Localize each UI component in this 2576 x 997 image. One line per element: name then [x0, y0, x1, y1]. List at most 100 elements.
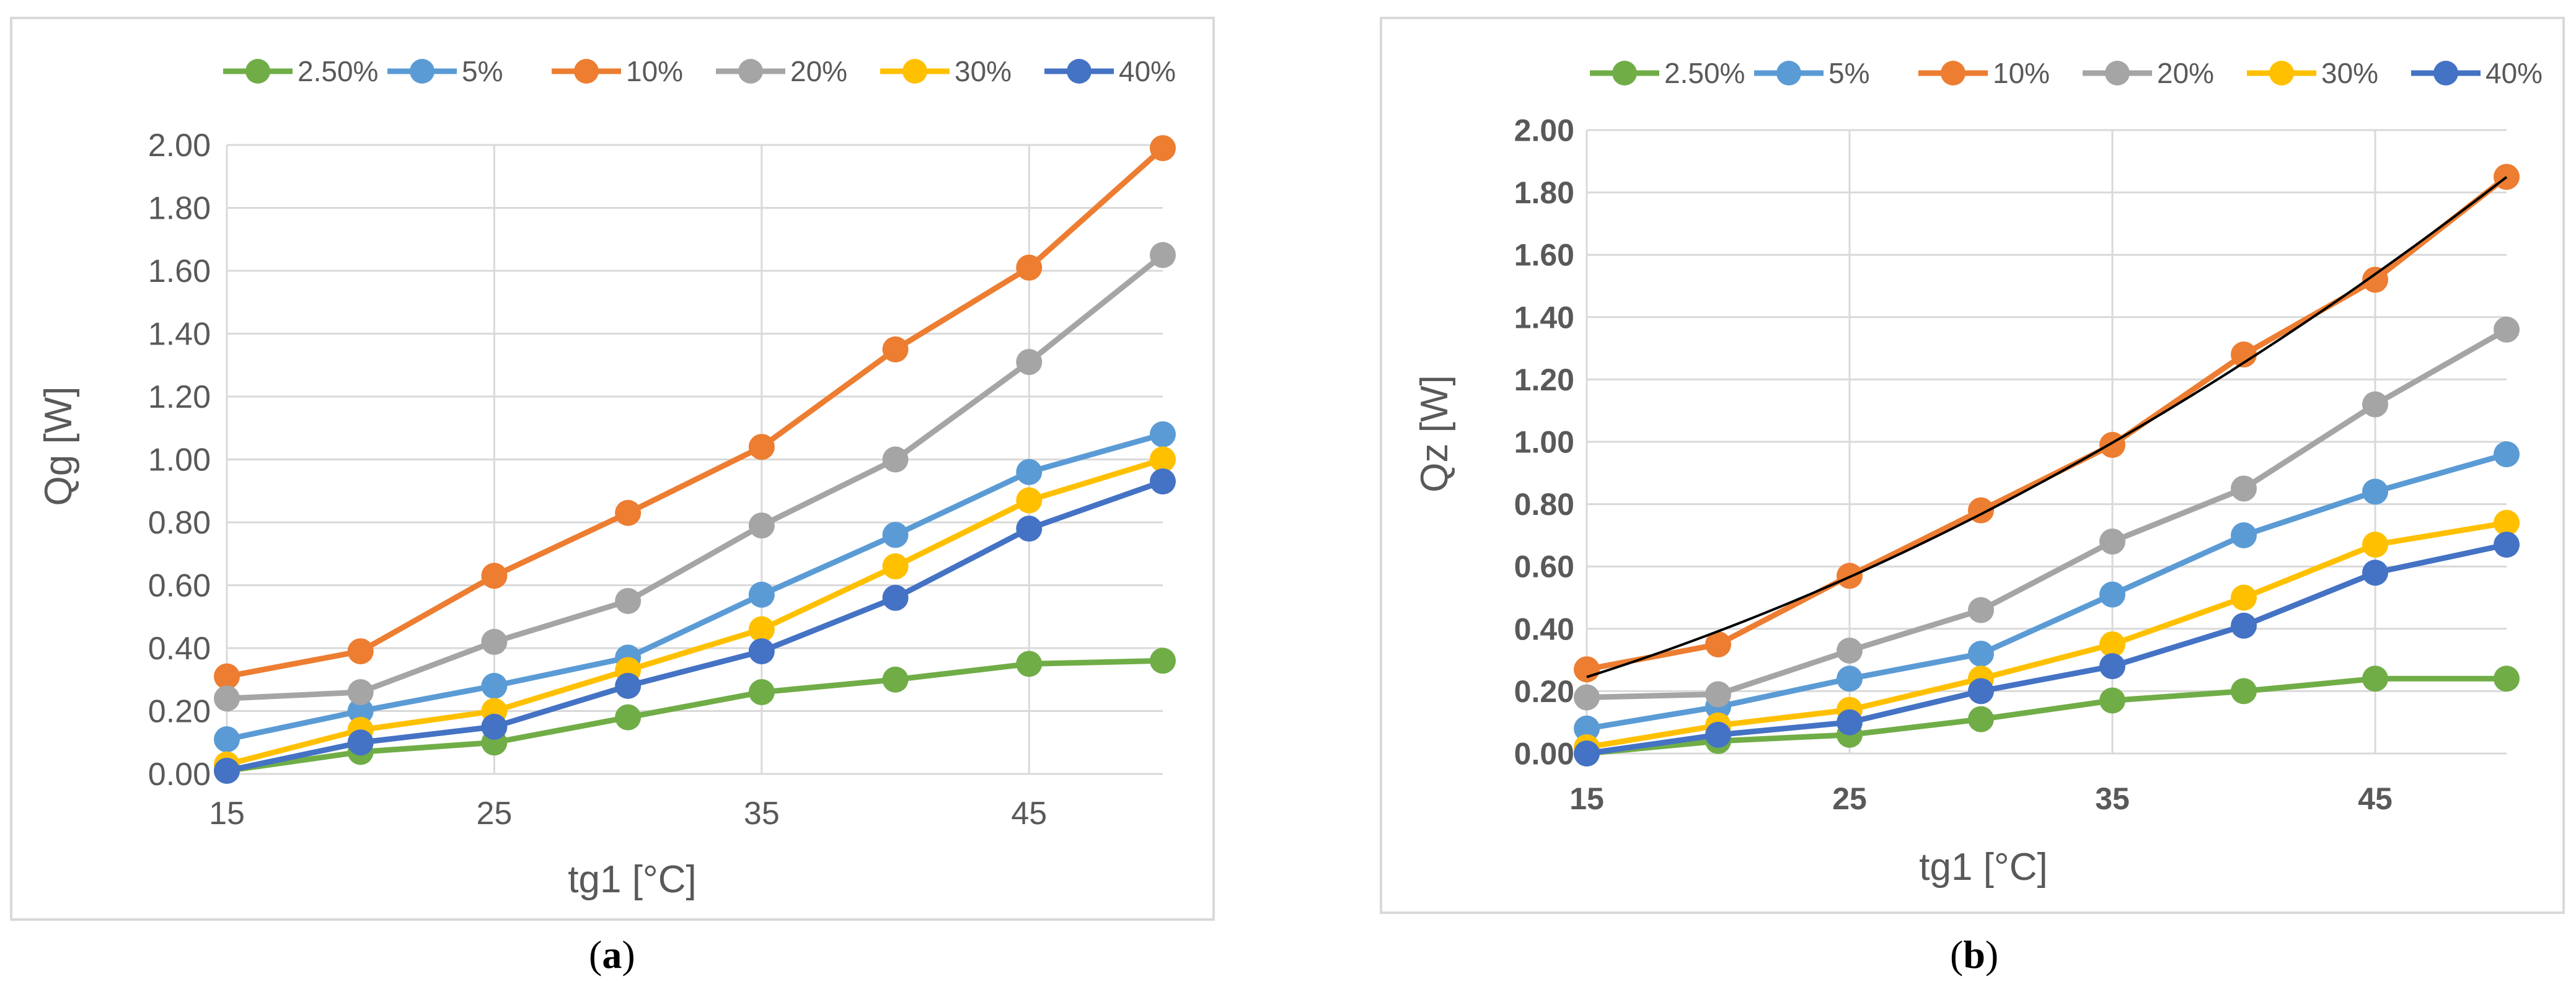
caption-b: (b) — [1950, 933, 1999, 977]
legend-swatch-marker — [245, 59, 270, 84]
data-point-10% — [481, 563, 508, 589]
data-point-2.50% — [748, 679, 775, 706]
data-point-20% — [748, 512, 775, 539]
y-tick-label: 0.20 — [148, 694, 211, 730]
data-point-40% — [1968, 678, 1994, 705]
series-line-5% — [1586, 451, 2508, 732]
data-point-5% — [481, 672, 508, 699]
data-point-2.50% — [882, 666, 909, 693]
data-point-30% — [2231, 584, 2257, 611]
data-point-5% — [1016, 459, 1043, 485]
data-point-40% — [882, 584, 909, 611]
data-point-2.50% — [1150, 648, 1176, 674]
legend-label: 30% — [2321, 57, 2378, 89]
data-point-30% — [2099, 631, 2125, 657]
chart-panel-b — [1380, 17, 2565, 914]
data-point-10% — [2494, 164, 2520, 190]
data-point-40% — [214, 757, 240, 784]
y-tick-label: 1.20 — [1514, 362, 1574, 397]
x-tick-label: 15 — [209, 796, 245, 832]
series-line-2.50% — [1586, 675, 2507, 757]
legend-label: 10% — [1993, 57, 2050, 89]
data-point-10% — [1016, 254, 1043, 281]
data-point-20% — [615, 587, 642, 614]
data-point-5% — [1150, 421, 1176, 447]
y-tick-label: 1.80 — [1514, 175, 1574, 210]
data-point-10% — [1150, 135, 1176, 162]
data-point-10% — [2362, 266, 2388, 293]
legend-label: 40% — [2486, 57, 2543, 89]
data-point-30% — [1150, 446, 1176, 473]
data-point-40% — [347, 729, 374, 756]
data-point-40% — [2231, 612, 2257, 639]
data-point-20% — [1705, 681, 1731, 708]
legend-label: 40% — [1119, 55, 1176, 87]
data-point-10% — [882, 336, 909, 362]
data-point-2.50% — [2231, 678, 2257, 705]
series-line-30% — [1586, 520, 2507, 750]
data-point-40% — [1016, 516, 1043, 542]
x-tick-label: 45 — [2358, 781, 2393, 816]
y-tick-label: 1.00 — [1514, 425, 1574, 460]
chart-a: 0.00 0.20 0.40 0.60 0.80 1.00 1.20 1.40 1.60 1.80… — [37, 55, 1176, 901]
series-line-10% — [1586, 174, 2508, 672]
y-tick-label: 0.40 — [148, 631, 211, 667]
data-point-5% — [2362, 478, 2388, 505]
series-line-10% — [226, 146, 1165, 680]
legend-swatch-marker — [410, 59, 434, 84]
data-point-10% — [2231, 341, 2257, 368]
y-tick-label: 0.80 — [1514, 487, 1574, 522]
y-tick-label: 2.00 — [148, 128, 211, 164]
data-point-5% — [2231, 522, 2257, 548]
series-line-20% — [226, 253, 1165, 701]
caption-a: (a) — [589, 933, 635, 977]
data-point-40% — [1705, 721, 1731, 748]
legend-swatch-marker — [1067, 59, 1092, 84]
y-tick-label: 1.60 — [1514, 238, 1574, 273]
data-point-5% — [1968, 641, 1994, 667]
data-point-2.50% — [2494, 665, 2520, 692]
x-tick-label: 45 — [1011, 796, 1047, 832]
data-point-2.50% — [1968, 706, 1994, 732]
legend-swatch-marker — [902, 59, 927, 84]
data-point-30% — [1016, 487, 1043, 514]
series-line-40% — [1586, 542, 2507, 757]
y-tick-label: 1.00 — [148, 442, 211, 478]
legend-label: 30% — [955, 55, 1012, 87]
data-point-30% — [2494, 509, 2520, 536]
data-point-10% — [1705, 631, 1731, 657]
data-point-10% — [748, 434, 775, 460]
series-line-30% — [226, 457, 1164, 768]
chart-b: 0.00 0.20 0.40 0.60 0.80 1.00 1.20 1.40 1.60 1.80… — [1413, 57, 2543, 889]
data-point-5% — [882, 522, 909, 548]
legend-label: 2.50% — [1664, 57, 1745, 89]
chart-panel-a — [10, 17, 1215, 921]
series-line-20% — [1586, 327, 2508, 700]
y-tick-label: 0.00 — [148, 757, 211, 793]
data-point-5% — [2099, 581, 2125, 608]
legend-swatch-marker — [738, 59, 763, 84]
x-tick-label: 25 — [477, 796, 513, 832]
legend-swatch-marker — [2269, 61, 2294, 86]
data-point-40% — [748, 638, 775, 665]
data-point-2.50% — [2099, 687, 2125, 714]
series-line-40% — [226, 478, 1164, 774]
data-point-40% — [2494, 531, 2520, 558]
legend-swatch-marker — [2105, 61, 2130, 86]
data-point-20% — [1837, 638, 1863, 664]
data-point-40% — [481, 713, 508, 740]
y-tick-label: 0.80 — [148, 505, 211, 541]
data-point-20% — [1016, 349, 1043, 376]
data-point-20% — [2494, 316, 2520, 343]
y-tick-label: 1.40 — [148, 317, 211, 353]
data-point-20% — [1574, 684, 1600, 711]
data-point-20% — [214, 685, 240, 712]
data-point-2.50% — [2362, 665, 2388, 692]
data-point-5% — [214, 726, 240, 753]
y-tick-label: 2.00 — [1514, 113, 1574, 148]
legend-label: 2.50% — [298, 55, 378, 87]
x-axis-title: tg1 [°C] — [1919, 846, 2047, 889]
data-point-20% — [2362, 391, 2388, 418]
x-tick-label: 15 — [1569, 781, 1604, 816]
